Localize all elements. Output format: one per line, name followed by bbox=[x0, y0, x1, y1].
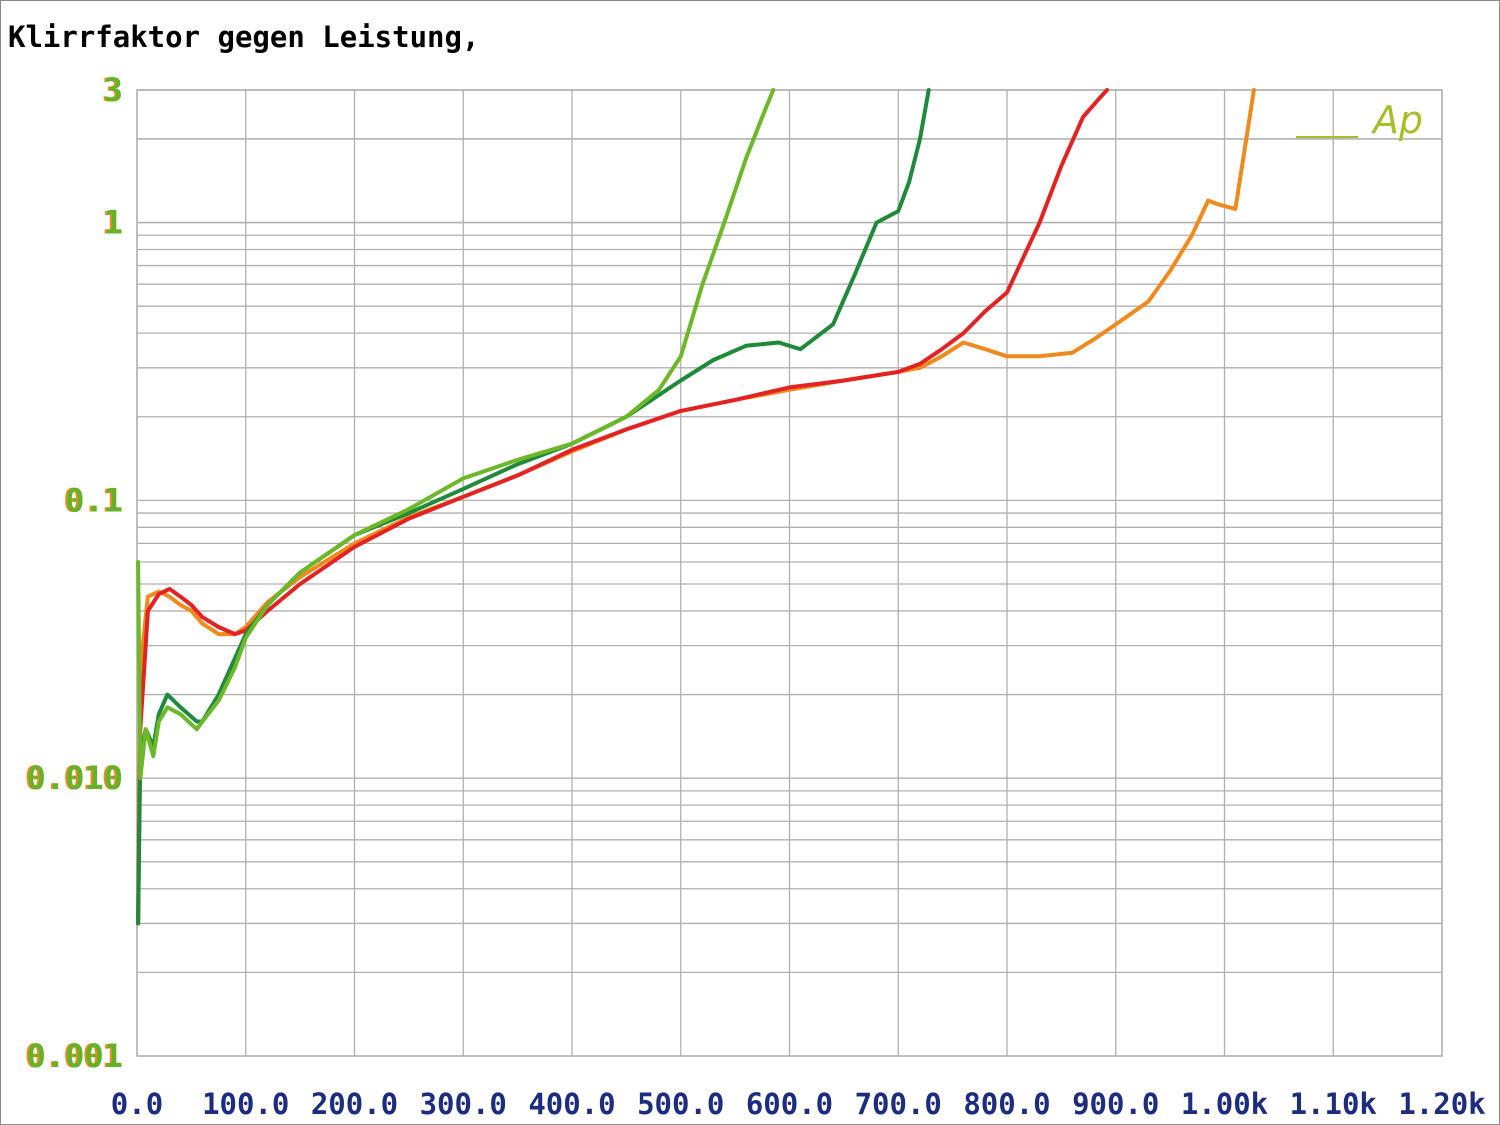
series-line bbox=[136, 88, 931, 926]
y-tick-label-shadow: 0.001 bbox=[25, 1037, 121, 1075]
y-tick-label-shadow: 0.010 bbox=[25, 759, 121, 797]
x-tick-label: 500.0 bbox=[637, 1087, 724, 1121]
ap-badge: Ap bbox=[1370, 98, 1423, 142]
y-tick-label-shadow: 3 bbox=[102, 71, 121, 109]
x-tick-label: 300.0 bbox=[420, 1087, 507, 1121]
x-tick-label: 100.0 bbox=[202, 1087, 289, 1121]
y-tick-label-shadow: 0.1 bbox=[63, 481, 121, 519]
y-tick-label: 1 bbox=[104, 204, 123, 242]
series-line bbox=[136, 88, 1256, 926]
y-tick-label: 0.001 bbox=[27, 1037, 123, 1075]
x-tick-label: 1.00k bbox=[1181, 1087, 1268, 1121]
x-tick-label: 600.0 bbox=[746, 1087, 833, 1121]
x-tick-label: 1.20k bbox=[1398, 1087, 1485, 1121]
x-tick-label: 700.0 bbox=[855, 1087, 942, 1121]
series-line bbox=[136, 88, 776, 781]
x-tick-label: 900.0 bbox=[1072, 1087, 1159, 1121]
y-tick-label-shadow: 1 bbox=[102, 204, 121, 242]
x-tick-label: 200.0 bbox=[311, 1087, 398, 1121]
y-tick-label: 3 bbox=[104, 71, 123, 109]
x-tick-label: 400.0 bbox=[528, 1087, 615, 1121]
x-tick-label: 800.0 bbox=[963, 1087, 1050, 1121]
chart-title: Klirrfaktor gegen Leistung, bbox=[8, 20, 480, 54]
y-tick-label: 0.1 bbox=[65, 481, 123, 519]
series-line bbox=[136, 88, 1109, 926]
x-tick-label: 0.0 bbox=[111, 1087, 163, 1121]
x-tick-label: 1.10k bbox=[1290, 1087, 1377, 1121]
y-tick-label: 0.010 bbox=[27, 759, 123, 797]
